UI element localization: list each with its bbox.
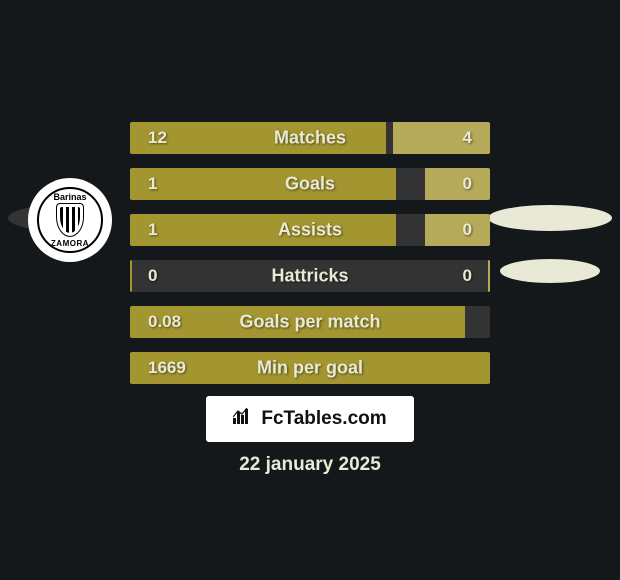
player1-club-logo: Barinas ZAMORA (28, 178, 112, 262)
branding-text: FcTables.com (261, 408, 386, 430)
stat-row: 1669Min per goal (130, 352, 490, 384)
comparison-bars: 124Matches 10Goals 10Assists 00Hattricks 0.0… (130, 122, 490, 398)
stat-label: Min per goal (130, 358, 490, 379)
stat-label: Assists (130, 220, 490, 241)
club-logo-inner: Barinas ZAMORA (37, 187, 103, 253)
stat-row: 00Hattricks (130, 260, 490, 292)
stat-label: Hattricks (130, 266, 490, 287)
stat-label: Goals (130, 174, 490, 195)
club-logo-top-text: Barinas (53, 192, 86, 202)
stat-row: 10Goals (130, 168, 490, 200)
player2-blob-bottom (500, 259, 600, 283)
club-logo-bottom-text: ZAMORA (51, 239, 89, 248)
date-text: 22 january 2025 (0, 454, 620, 476)
stat-row: 10Assists (130, 214, 490, 246)
club-logo-shield (56, 203, 84, 237)
stat-row: 0.08Goals per match (130, 306, 490, 338)
player2-blob-top (488, 205, 612, 231)
stat-label: Goals per match (130, 312, 490, 333)
stat-label: Matches (130, 128, 490, 149)
club-logo-stripes (60, 207, 80, 233)
branding-badge: FcTables.com (206, 396, 414, 442)
bars-icon (233, 408, 253, 430)
stat-row: 124Matches (130, 122, 490, 154)
